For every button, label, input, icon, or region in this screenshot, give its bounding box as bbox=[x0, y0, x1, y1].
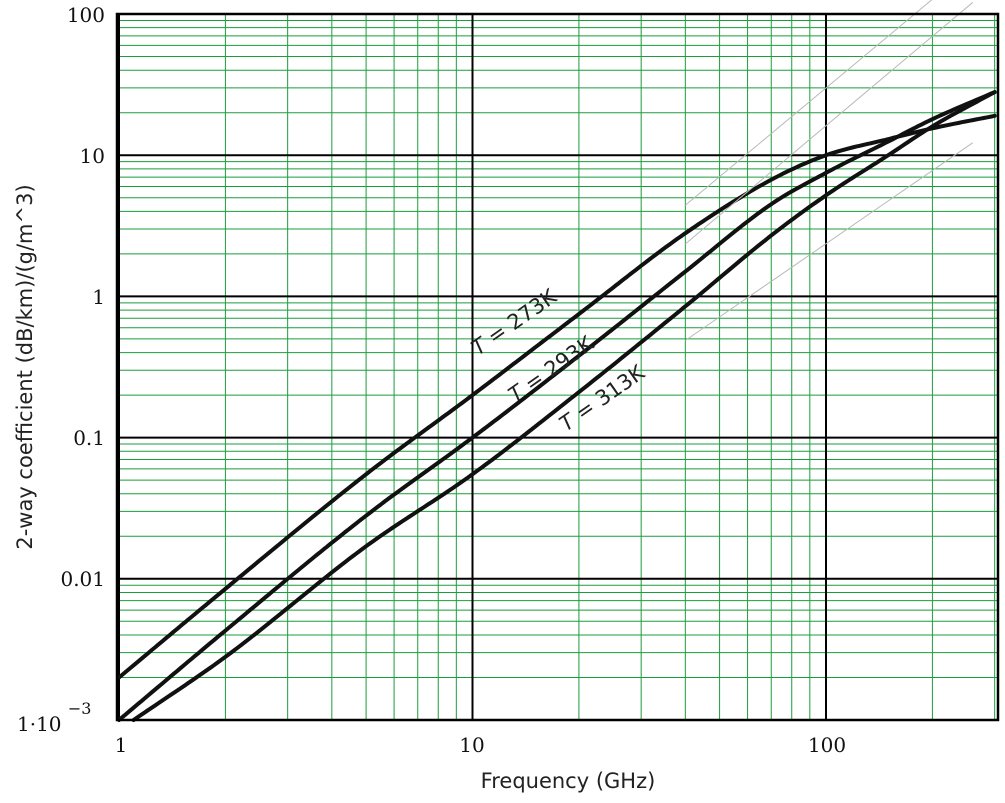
y-tick-label-1: 1 bbox=[92, 285, 105, 309]
asymptote-guide-2 bbox=[685, 142, 973, 341]
asymptote-guide-1 bbox=[685, 2, 974, 245]
x-tick-label-10: 10 bbox=[459, 733, 484, 757]
y-tick-label-0.001: 1·10 −3 bbox=[17, 699, 91, 736]
series-line-t-273k bbox=[117, 113, 997, 680]
y-tick-label-0.1: 0.1 bbox=[73, 426, 105, 450]
series-line-t-293k bbox=[117, 90, 997, 722]
y-tick-label-0.001-base: 1·10 bbox=[17, 712, 62, 736]
plot-frame bbox=[115, 12, 1000, 722]
y-tick-label-0.001-exponent: −3 bbox=[68, 699, 92, 718]
x-tick-label-100: 100 bbox=[808, 733, 846, 757]
x-tick-labels: 1 10 100 bbox=[115, 733, 846, 757]
curves bbox=[117, 0, 997, 722]
y-tick-label-100: 100 bbox=[67, 3, 105, 27]
y-tick-label-10: 10 bbox=[80, 144, 105, 168]
asymptote-guide-0 bbox=[685, 0, 933, 206]
x-axis-title: Frequency (GHz) bbox=[481, 769, 656, 793]
series-line-t-313k bbox=[131, 90, 997, 722]
minor-grid bbox=[117, 14, 998, 720]
plot-background bbox=[117, 14, 998, 720]
y-tick-labels: 1·10 −3 0.01 0.1 1 10 100 bbox=[17, 3, 105, 736]
x-tick-label-1: 1 bbox=[115, 733, 128, 757]
y-tick-label-0.01: 0.01 bbox=[60, 567, 105, 591]
y-axis-title: 2-way coefficient (dB/km)/(g/m^3) bbox=[13, 184, 37, 549]
